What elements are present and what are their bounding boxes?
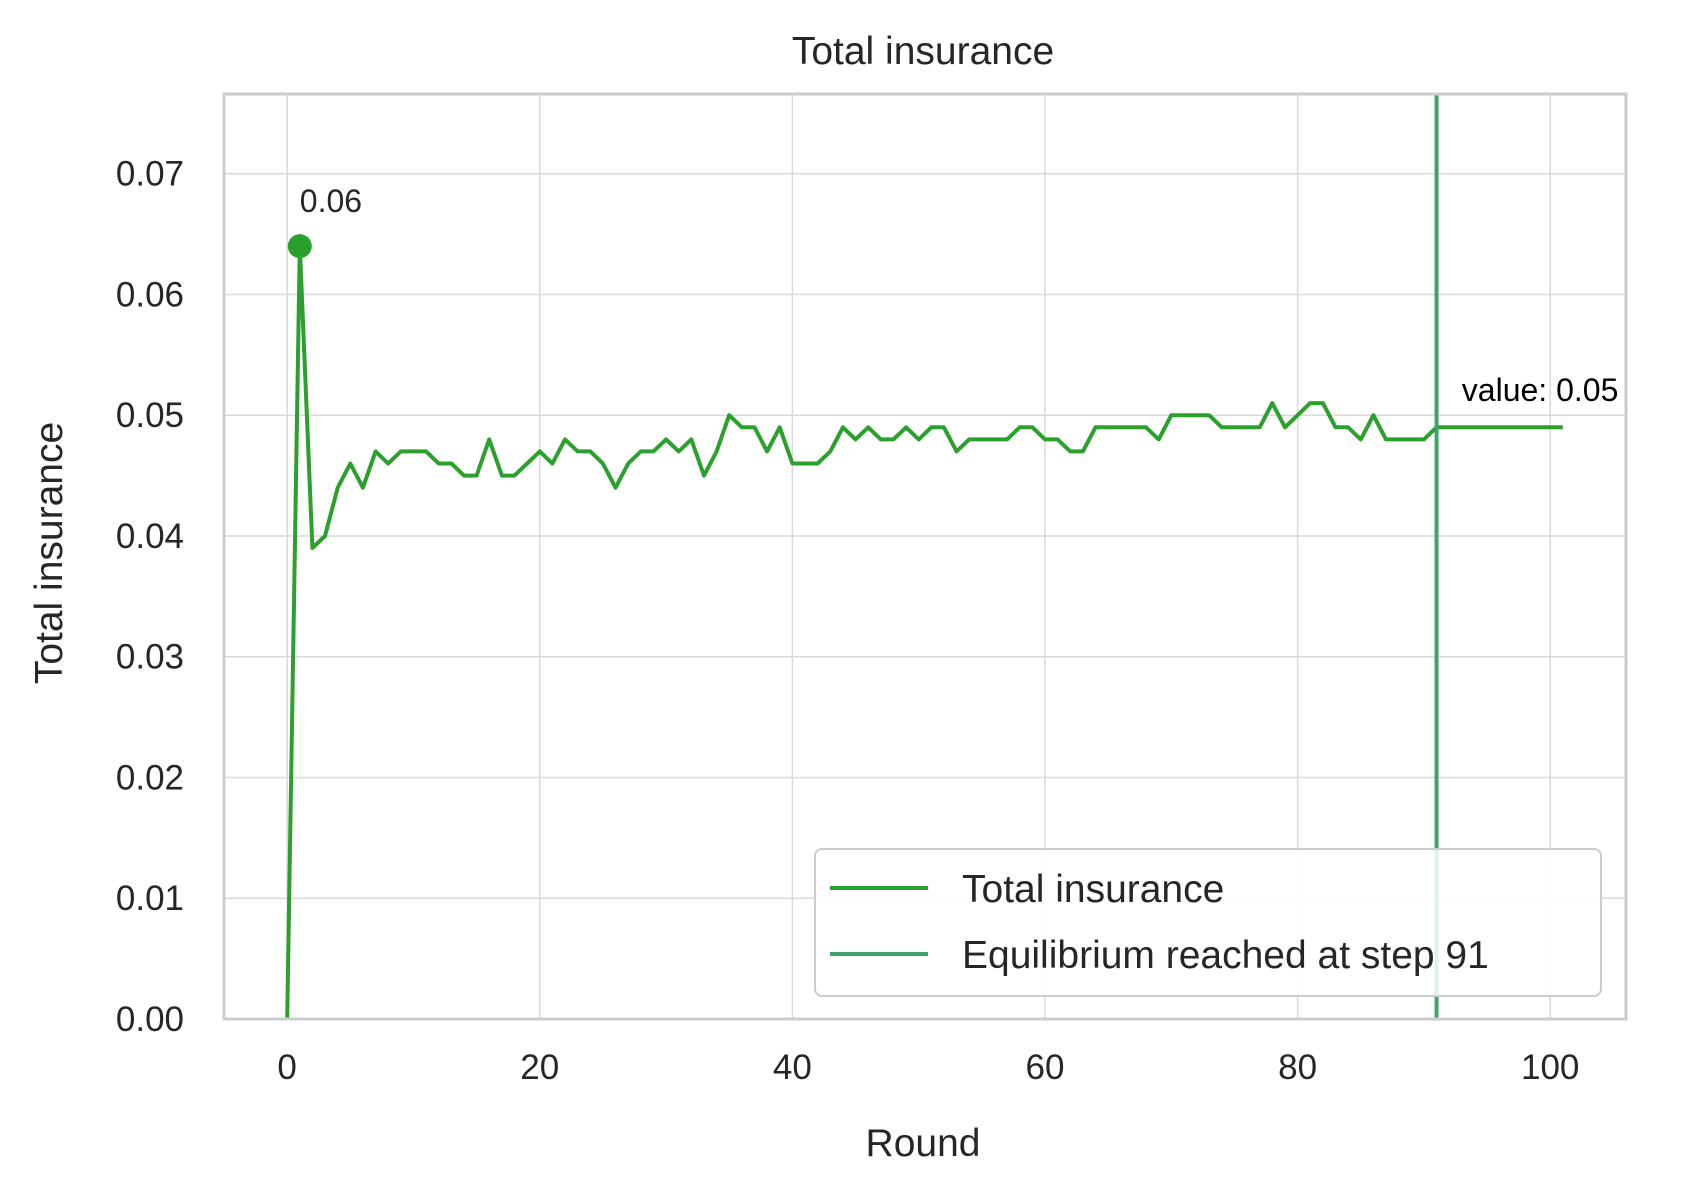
x-tick-label: 60 xyxy=(1026,1048,1065,1087)
y-tick-label: 0.06 xyxy=(116,275,184,314)
x-tick-label: 80 xyxy=(1278,1048,1317,1087)
x-tick-label: 100 xyxy=(1521,1048,1579,1087)
peak-marker-label: 0.06 xyxy=(300,183,362,219)
equilibrium-value-label: value: 0.05 xyxy=(1462,372,1619,408)
legend-label-total-insurance: Total insurance xyxy=(962,868,1224,911)
chart-title: Total insurance xyxy=(792,30,1054,73)
annotations: 0.06 value: 0.05 xyxy=(287,183,1619,408)
y-tick-label: 0.01 xyxy=(116,879,184,918)
tick-labels: 0 20 40 60 80 100 0.00 0.01 0.02 0.03 0.04 0.05 0.06… xyxy=(116,155,1580,1087)
series-line-total-insurance xyxy=(285,244,1563,1020)
legend-box xyxy=(814,848,1602,997)
y-tick-label: 0.00 xyxy=(116,1000,184,1039)
y-tick-label: 0.03 xyxy=(116,638,184,677)
x-axis-title: Round xyxy=(866,1122,981,1165)
x-tick-label: 0 xyxy=(277,1048,296,1087)
peak-marker xyxy=(287,234,312,259)
grid-lines xyxy=(224,94,1626,1020)
legend: Total insurance Equilibrium reached at s… xyxy=(814,848,1602,997)
y-tick-label: 0.07 xyxy=(116,155,184,194)
x-tick-label: 20 xyxy=(520,1048,559,1087)
y-tick-label: 0.05 xyxy=(116,396,184,435)
y-tick-label: 0.04 xyxy=(116,517,184,556)
plot-frame xyxy=(222,92,1628,1021)
legend-label-equilibrium: Equilibrium reached at step 91 xyxy=(962,934,1489,977)
x-tick-label: 40 xyxy=(773,1048,812,1087)
y-tick-label: 0.02 xyxy=(116,758,184,797)
y-axis-title: Total insurance xyxy=(28,422,71,684)
